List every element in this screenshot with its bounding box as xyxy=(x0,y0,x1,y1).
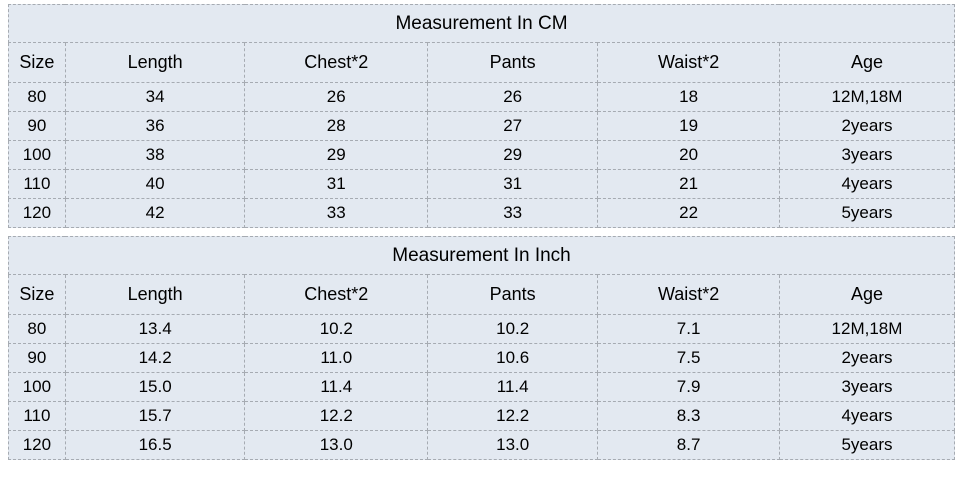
column-header-age: Age xyxy=(778,274,956,315)
table-cell: 90 xyxy=(8,343,66,373)
table-cell: 29 xyxy=(244,140,429,170)
table-cell: 12.2 xyxy=(427,401,599,431)
column-header-age: Age xyxy=(778,42,956,83)
table-row: 120 42 33 33 22 5years xyxy=(8,198,956,228)
table-row: 80 34 26 26 18 12M,18M xyxy=(8,82,956,112)
table-cell: 34 xyxy=(64,82,246,112)
table-cell: 12M,18M xyxy=(778,82,956,112)
column-header-pants: Pants xyxy=(427,42,599,83)
table-cell: 36 xyxy=(64,111,246,141)
table-cell: 12M,18M xyxy=(778,314,956,344)
table-cell: 8.7 xyxy=(597,430,780,460)
column-header-length: Length xyxy=(64,274,246,315)
table-row: 120 16.5 13.0 13.0 8.7 5years xyxy=(8,430,956,460)
column-header-chest-2: Chest*2 xyxy=(244,42,429,83)
table-cell: 13.0 xyxy=(427,430,599,460)
measurement-cm-table: Measurement In CM Size Length Chest*2 Pants W… xyxy=(8,4,956,228)
measurement-inch-table: Measurement In Inch Size Length Chest*2 Pant… xyxy=(8,236,956,460)
table-cell: 33 xyxy=(244,198,429,228)
table-cell: 38 xyxy=(64,140,246,170)
table-cell: 3years xyxy=(778,372,956,402)
table-cell: 7.5 xyxy=(597,343,780,373)
table-cell: 26 xyxy=(427,82,599,112)
table-title: Measurement In CM xyxy=(8,4,955,43)
table-cell: 27 xyxy=(427,111,599,141)
table-cell: 13.0 xyxy=(244,430,429,460)
table-cell: 26 xyxy=(244,82,429,112)
column-header-size: Size xyxy=(8,274,66,315)
table-cell: 11.4 xyxy=(427,372,599,402)
table-row: 110 15.7 12.2 12.2 8.3 4years xyxy=(8,401,956,431)
size-chart: Measurement In CM Size Length Chest*2 Pants W… xyxy=(8,4,956,460)
table-cell: 10.2 xyxy=(244,314,429,344)
table-cell: 40 xyxy=(64,169,246,199)
table-cell: 100 xyxy=(8,372,66,402)
table-cell: 11.0 xyxy=(244,343,429,373)
table-cell: 18 xyxy=(597,82,780,112)
table-cell: 80 xyxy=(8,82,66,112)
table-cell: 31 xyxy=(427,169,599,199)
table-cell: 90 xyxy=(8,111,66,141)
table-cell: 22 xyxy=(597,198,780,228)
column-header-chest-2: Chest*2 xyxy=(244,274,429,315)
table-cell: 42 xyxy=(64,198,246,228)
table-cell: 10.2 xyxy=(427,314,599,344)
table-cell: 7.1 xyxy=(597,314,780,344)
table-cell: 2years xyxy=(778,111,956,141)
table-cell: 110 xyxy=(8,169,66,199)
column-header-pants: Pants xyxy=(427,274,599,315)
table-cell: 4years xyxy=(778,401,956,431)
table-cell: 15.0 xyxy=(64,372,246,402)
table-cell: 29 xyxy=(427,140,599,170)
table-cell: 14.2 xyxy=(64,343,246,373)
table-cell: 20 xyxy=(597,140,780,170)
table-cell: 11.4 xyxy=(244,372,429,402)
table-cell: 5years xyxy=(778,430,956,460)
table-cell: 28 xyxy=(244,111,429,141)
table-cell: 15.7 xyxy=(64,401,246,431)
table-title: Measurement In Inch xyxy=(8,236,955,275)
column-header-length: Length xyxy=(64,42,246,83)
table-cell: 120 xyxy=(8,430,66,460)
table-cell: 2years xyxy=(778,343,956,373)
table-cell: 10.6 xyxy=(427,343,599,373)
table-cell: 5years xyxy=(778,198,956,228)
table-row: 100 15.0 11.4 11.4 7.9 3years xyxy=(8,372,956,402)
table-cell: 3years xyxy=(778,140,956,170)
table-row: 80 13.4 10.2 10.2 7.1 12M,18M xyxy=(8,314,956,344)
table-cell: 80 xyxy=(8,314,66,344)
table-cell: 4years xyxy=(778,169,956,199)
table-cell: 12.2 xyxy=(244,401,429,431)
column-header-size: Size xyxy=(8,42,66,83)
table-cell: 120 xyxy=(8,198,66,228)
table-cell: 31 xyxy=(244,169,429,199)
table-cell: 19 xyxy=(597,111,780,141)
table-cell: 13.4 xyxy=(64,314,246,344)
table-row: 90 36 28 27 19 2years xyxy=(8,111,956,141)
table-cell: 21 xyxy=(597,169,780,199)
column-header-waist-2: Waist*2 xyxy=(597,42,780,83)
table-cell: 110 xyxy=(8,401,66,431)
table-cell: 100 xyxy=(8,140,66,170)
table-row: 110 40 31 31 21 4years xyxy=(8,169,956,199)
table-cell: 7.9 xyxy=(597,372,780,402)
table-cell: 33 xyxy=(427,198,599,228)
table-cell: 8.3 xyxy=(597,401,780,431)
table-cell: 16.5 xyxy=(64,430,246,460)
table-row: 100 38 29 29 20 3years xyxy=(8,140,956,170)
column-header-waist-2: Waist*2 xyxy=(597,274,780,315)
table-row: 90 14.2 11.0 10.6 7.5 2years xyxy=(8,343,956,373)
